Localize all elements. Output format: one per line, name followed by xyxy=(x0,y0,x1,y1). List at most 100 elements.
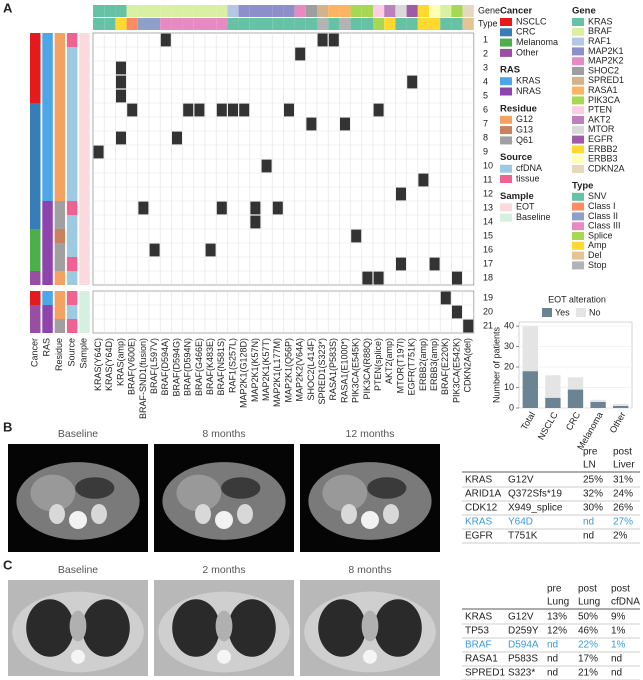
legend-swatch xyxy=(500,48,512,57)
y-tick-label: 10 xyxy=(504,382,514,392)
annotation-cell xyxy=(30,291,41,305)
gene-track-cell xyxy=(137,18,149,30)
column-label: ERBB2(amp) xyxy=(418,338,428,391)
legend-swatch xyxy=(572,232,584,240)
legend-title: Gene xyxy=(572,6,596,17)
gene-track-cell xyxy=(104,18,116,30)
annotation-cell xyxy=(30,173,41,187)
lung xyxy=(318,599,366,657)
row-label: 19 xyxy=(483,292,493,302)
table-cell: G12V xyxy=(508,612,534,623)
gene-track-cell xyxy=(406,18,418,30)
table-cell: 25% xyxy=(583,475,603,486)
annotation-cell xyxy=(30,47,41,61)
annotation-cell xyxy=(42,159,53,173)
alteration xyxy=(396,187,406,201)
x-tick-label: NSCLC xyxy=(536,410,560,442)
alteration xyxy=(340,117,350,131)
table-cell: nd xyxy=(583,531,594,542)
legend-swatch xyxy=(572,222,584,231)
annotation-cell xyxy=(54,33,66,47)
panel-label: A xyxy=(3,0,13,15)
legend-label: BRAF xyxy=(588,26,613,36)
legend-label: Melanoma xyxy=(516,37,558,47)
table-cell: D594A xyxy=(508,640,539,651)
column-label: AKT2(amp) xyxy=(384,338,394,384)
table-cell: 22% xyxy=(578,640,598,651)
legend-swatch xyxy=(572,125,584,134)
column-label: EGFR(T751K) xyxy=(407,338,417,396)
alteration xyxy=(216,201,227,215)
column-label: KRAS(amp) xyxy=(115,338,125,386)
annotation-cell xyxy=(54,61,66,75)
gene-track-cell xyxy=(451,5,463,17)
top-track-label: Type xyxy=(478,18,498,28)
annotation-cell xyxy=(79,89,90,103)
annotation-cell xyxy=(54,159,66,173)
table-cell: nd xyxy=(547,654,558,665)
scan-image xyxy=(154,444,294,552)
alteration xyxy=(284,103,294,117)
table-header: pre xyxy=(583,447,598,458)
legend-label: PTEN xyxy=(588,105,612,115)
gene-track-cell xyxy=(193,18,205,30)
alteration xyxy=(328,33,339,47)
table-cell: BRAF xyxy=(465,640,492,651)
annotation-cell xyxy=(79,215,90,229)
gene-track-cell xyxy=(149,18,161,30)
kidney xyxy=(49,504,65,524)
legend-swatch xyxy=(500,136,512,145)
table-header: Lung xyxy=(578,597,600,608)
image-label: 8 months xyxy=(202,428,245,440)
annotation-cell xyxy=(42,201,53,215)
table-header: cfDNA xyxy=(611,597,640,608)
lung xyxy=(82,599,130,657)
legend-swatch xyxy=(500,87,512,96)
legend-swatch xyxy=(500,175,512,183)
column-label: MAP2K2(V64A) xyxy=(295,338,305,402)
annotation-cell xyxy=(30,75,41,89)
legend-swatch xyxy=(572,37,584,46)
track-label: Cancer xyxy=(29,338,39,367)
legend-label: MAP2K1 xyxy=(588,46,624,56)
column-label: BRAF(V600E) xyxy=(127,338,137,395)
image-label: Baseline xyxy=(58,564,98,576)
annotation-cell xyxy=(42,103,53,117)
annotation-cell xyxy=(42,215,53,229)
alteration xyxy=(116,75,126,89)
annotation-cell xyxy=(79,291,90,305)
annotation-cell xyxy=(66,291,78,305)
table-cell: 50% xyxy=(578,612,598,623)
track-label: RAS xyxy=(42,338,52,357)
annotation-cell xyxy=(30,187,41,201)
legend-label: CDKN2A xyxy=(588,163,625,173)
legend-swatch xyxy=(572,106,584,115)
column-label: KRAS(Y64C) xyxy=(93,338,103,391)
lung xyxy=(172,599,220,657)
annotation-cell xyxy=(79,271,90,285)
gene-track-cell xyxy=(227,5,239,17)
annotation-cell xyxy=(42,305,53,319)
gene-track-cell xyxy=(149,5,161,17)
legend-title: RAS xyxy=(500,65,520,76)
row-label: 2 xyxy=(483,48,488,58)
x-tick-label: CRC xyxy=(564,410,583,432)
column-label: CDKN2A(del) xyxy=(463,338,473,393)
scan-image xyxy=(8,444,148,552)
gene-track-cell xyxy=(283,18,295,30)
annotation-cell xyxy=(79,117,90,131)
annotation-cell xyxy=(30,89,41,103)
table-cell: nd xyxy=(611,668,622,679)
gene-track-cell xyxy=(406,5,418,17)
gene-track-cell xyxy=(328,5,340,17)
legend-label: Baseline xyxy=(516,212,551,222)
gene-track-cell xyxy=(373,18,385,30)
annotation-cell xyxy=(66,229,78,243)
gene-track-cell xyxy=(339,18,351,30)
legend-label: MAP2K2 xyxy=(588,56,624,66)
bowel xyxy=(75,477,115,499)
column-label: BRAF-SND1(fusion) xyxy=(138,338,148,419)
legend-label: SHOC2 xyxy=(588,65,619,75)
row-label: 21 xyxy=(483,320,493,330)
legend-label: AKT2 xyxy=(588,114,611,124)
